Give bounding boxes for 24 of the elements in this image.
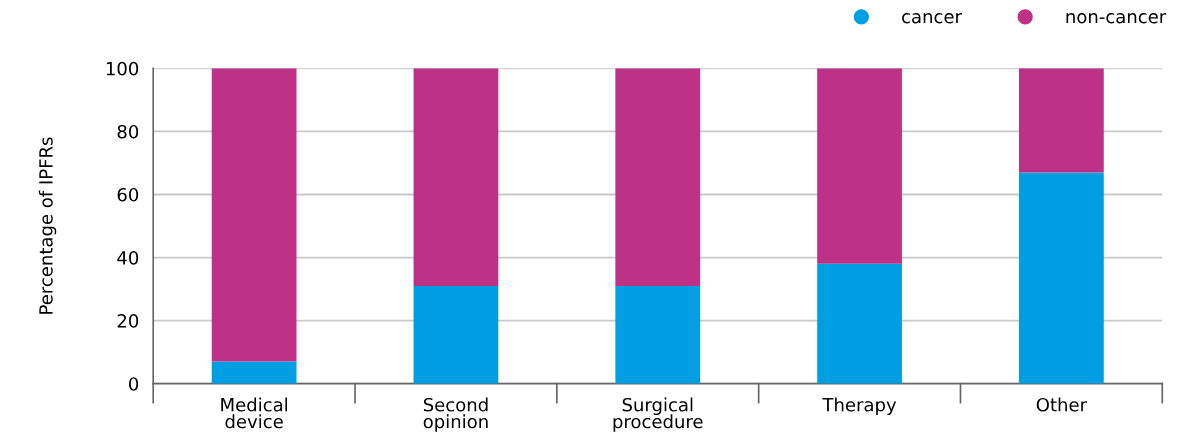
bar xyxy=(211,361,297,384)
bar xyxy=(615,285,701,384)
bar xyxy=(1019,68,1104,173)
y-tick-label: 80 xyxy=(117,124,139,139)
x-tick-label: Second opinion xyxy=(423,397,488,432)
bar xyxy=(1019,172,1104,384)
x-tick-label: Other xyxy=(1036,397,1088,412)
bar xyxy=(211,68,297,362)
y-tick-label: 60 xyxy=(117,187,139,202)
y-tick-label: 100 xyxy=(106,61,139,76)
y-tick-label: 40 xyxy=(117,251,139,265)
bar xyxy=(817,68,902,264)
bar xyxy=(413,68,499,286)
bar xyxy=(817,263,902,384)
y-tick-label: 20 xyxy=(117,314,139,328)
x-tick-label: Medical device xyxy=(221,397,288,429)
legend-label: non-cancer xyxy=(1066,13,1167,24)
y-axis-title: Percentage of IPFRs xyxy=(38,137,57,314)
x-tick-label: Therapy xyxy=(822,397,897,416)
bar xyxy=(615,68,701,286)
x-tick-label: Surgical procedure xyxy=(613,397,703,432)
legend-label: cancer xyxy=(902,13,962,24)
y-tick-label: 0 xyxy=(129,377,139,391)
bar xyxy=(413,285,499,384)
